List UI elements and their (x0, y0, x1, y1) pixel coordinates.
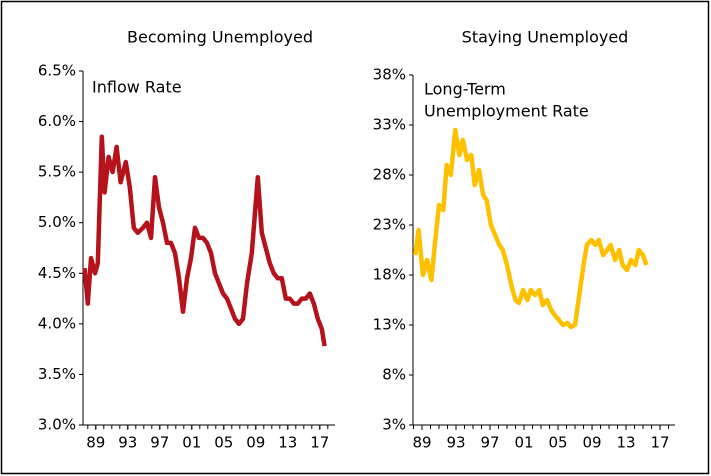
x-tick-label: 09 (246, 434, 265, 452)
x-tick-label: 13 (616, 434, 635, 452)
chart-title: Staying Unemployed (462, 28, 629, 47)
x-tick-label: 97 (150, 434, 169, 452)
x-tick-label: 17 (310, 434, 329, 452)
y-tick-label: 4.0% (38, 314, 76, 332)
x-tick-label: 05 (214, 434, 233, 452)
y-tick-label: 13% (373, 316, 406, 334)
y-tick-label: 6.0% (38, 112, 76, 130)
x-tick-label: 89 (412, 434, 431, 452)
y-tick-label: 3% (382, 416, 406, 434)
x-tick-label: 93 (118, 434, 137, 452)
y-tick-label: 18% (373, 266, 406, 284)
y-tick-label: 5.5% (38, 163, 76, 181)
y-tick-label: 3.5% (38, 365, 76, 383)
series-line (82, 134, 327, 347)
x-tick-label: 17 (650, 434, 669, 452)
y-tick-label: 23% (373, 216, 406, 234)
y-tick-label: 4.5% (38, 264, 76, 282)
annotation: Unemployment Rate (424, 102, 589, 121)
x-tick-label: 01 (182, 434, 201, 452)
y-tick-label: 28% (373, 166, 406, 184)
y-tick-label: 8% (382, 366, 406, 384)
x-tick-label: 09 (582, 434, 601, 452)
x-tick-label: 89 (86, 434, 105, 452)
y-tick-label: 33% (373, 116, 406, 134)
x-tick-label: 13 (278, 434, 297, 452)
x-tick-label: 01 (514, 434, 533, 452)
chart-title: Becoming Unemployed (127, 28, 313, 47)
y-tick-label: 6.5% (38, 62, 76, 80)
annotation: Inflow Rate (92, 78, 182, 97)
y-tick-label: 3.0% (38, 416, 76, 434)
x-tick-label: 05 (548, 434, 567, 452)
series-line (412, 127, 649, 330)
x-tick-label: 93 (446, 434, 465, 452)
x-tick-label: 97 (480, 434, 499, 452)
annotation: Long-Term (424, 80, 506, 99)
y-tick-label: 5.0% (38, 213, 76, 231)
y-tick-label: 38% (373, 66, 406, 84)
